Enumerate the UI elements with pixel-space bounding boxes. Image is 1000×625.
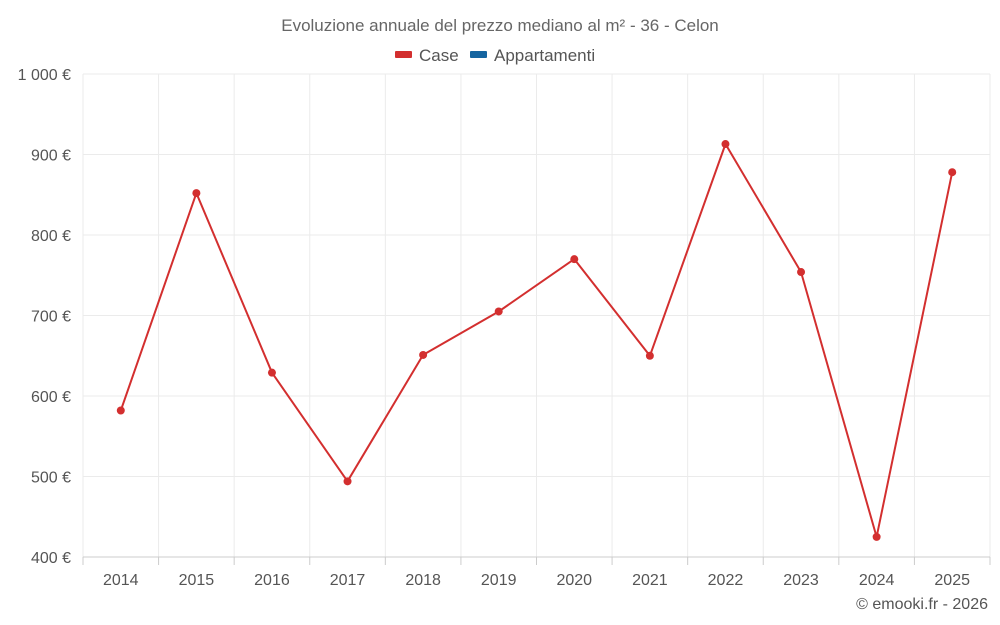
x-tick-label: 2025: [934, 572, 970, 589]
data-point-case[interactable]: [419, 350, 428, 359]
x-tick-label: 2014: [103, 572, 139, 589]
legend-swatch-case: [395, 51, 412, 58]
x-tick-label: 2016: [254, 572, 290, 589]
credit: © emooki.fr - 2026: [856, 596, 988, 613]
x-tick-label: 2021: [632, 572, 668, 589]
legend: Case Appartamenti: [395, 46, 595, 65]
legend-item-appartamenti[interactable]: Appartamenti: [470, 46, 595, 65]
chart-title: Evoluzione annuale del prezzo mediano al…: [281, 16, 719, 35]
x-tick-label: 2023: [783, 572, 819, 589]
grid: [82, 73, 991, 557]
x-tick-label: 2019: [481, 572, 517, 589]
y-tick-label: 500 €: [31, 470, 71, 487]
data-point-case[interactable]: [494, 307, 503, 316]
series-line-case: [119, 143, 954, 538]
legend-label-case: Case: [419, 46, 459, 65]
x-axis: 2014 2015 2016 2017 2018 2019 2020 2021 2022 2023…: [82, 556, 991, 589]
x-tick-label: 2024: [859, 572, 895, 589]
series-case: [116, 140, 957, 541]
x-tick-label: 2020: [556, 572, 592, 589]
legend-item-case[interactable]: Case: [395, 46, 459, 65]
legend-swatch-appartamenti: [470, 51, 487, 58]
data-point-case[interactable]: [721, 140, 730, 149]
data-point-case[interactable]: [872, 532, 881, 541]
data-point-case[interactable]: [343, 477, 352, 486]
x-tick-label: 2018: [405, 572, 441, 589]
x-tick-label: 2022: [708, 572, 744, 589]
data-point-case[interactable]: [645, 351, 654, 360]
y-tick-label: 800 €: [31, 228, 71, 245]
x-tick-label: 2015: [179, 572, 215, 589]
data-point-case[interactable]: [797, 268, 806, 277]
y-tick-label: 700 €: [31, 309, 71, 326]
y-tick-label: 900 €: [31, 148, 71, 165]
data-point-case[interactable]: [267, 368, 276, 377]
legend-label-appartamenti: Appartamenti: [494, 46, 595, 65]
y-tick-label: 400 €: [31, 550, 71, 567]
y-axis: 400 € 500 € 600 € 700 € 800 € 900 € 1 000 €: [18, 67, 71, 567]
y-tick-label: 1 000 €: [18, 67, 71, 84]
x-tick-label: 2017: [330, 572, 366, 589]
data-point-case[interactable]: [948, 168, 957, 177]
data-point-case[interactable]: [192, 189, 201, 198]
data-point-case[interactable]: [570, 255, 579, 264]
y-tick-label: 600 €: [31, 389, 71, 406]
data-point-case[interactable]: [116, 406, 125, 415]
